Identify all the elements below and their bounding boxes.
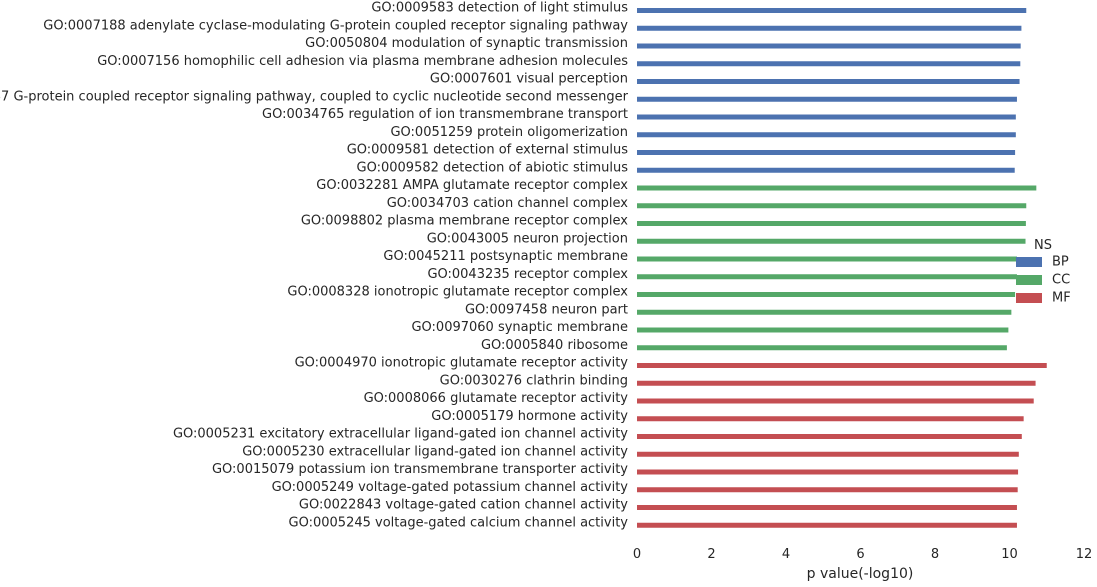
bar-cc-18 (637, 327, 1009, 333)
x-tick-label-5: 10 (1001, 547, 1018, 562)
category-label-22: GO:0008066 glutamate receptor activity (364, 391, 629, 406)
category-label-5: GO:0007187 G-protein coupled receptor si… (0, 89, 629, 104)
category-label-23: GO:0005179 hormone activity (431, 409, 628, 424)
bar-cc-10 (637, 185, 1037, 191)
category-label-19: GO:0005840 ribosome (481, 338, 628, 353)
category-label-2: GO:0050804 modulation of synaptic transm… (305, 36, 628, 51)
x-tick-labels-group: 0 2 4 6 8 10 12 (633, 547, 1092, 562)
bar-cc-16 (637, 292, 1016, 297)
bar-bp-1 (637, 25, 1022, 31)
bar-bp-9 (637, 167, 1015, 173)
category-label-10: GO:0032281 AMPA glutamate receptor compl… (316, 178, 628, 193)
legend-swatch-cc (1016, 275, 1042, 285)
legend: NS BP CC MF (1016, 238, 1071, 306)
category-label-20: GO:0004970 ionotropic glutamate receptor… (295, 356, 629, 371)
x-tick-label-3: 6 (856, 547, 864, 562)
x-axis-label: p value(-log10) (807, 566, 914, 582)
bar-mf-25 (637, 451, 1019, 457)
bar-bp-7 (637, 132, 1016, 138)
bar-bp-6 (637, 114, 1016, 120)
category-label-12: GO:0098802 plasma membrane receptor comp… (301, 214, 628, 229)
bar-mf-26 (637, 469, 1019, 475)
legend-entries-group: BP CC MF (1016, 255, 1071, 306)
bar-bp-0 (637, 8, 1027, 13)
category-label-6: GO:0034765 regulation of ion transmembra… (262, 107, 628, 122)
bar-bp-8 (637, 150, 1016, 155)
legend-label-bp: BP (1052, 255, 1069, 270)
category-label-3: GO:0007156 homophilic cell adhesion via … (97, 54, 628, 69)
category-label-0: GO:0009583 detection of light stimulus (371, 1, 628, 16)
legend-swatch-bp (1016, 257, 1042, 267)
bars-group (637, 8, 1047, 528)
bar-mf-29 (637, 522, 1017, 528)
legend-label-mf: MF (1052, 291, 1071, 306)
category-label-4: GO:0007601 visual perception (430, 72, 628, 87)
category-label-21: GO:0030276 clathrin binding (440, 373, 628, 388)
bar-cc-11 (637, 203, 1027, 209)
x-tick-label-1: 2 (707, 547, 715, 562)
bar-bp-3 (637, 61, 1021, 67)
category-label-8: GO:0009581 detection of external stimulu… (347, 143, 629, 158)
category-label-15: GO:0043235 receptor complex (427, 267, 628, 282)
bar-mf-27 (637, 487, 1018, 493)
category-label-11: GO:0034703 cation channel complex (387, 196, 629, 211)
bar-mf-21 (637, 380, 1036, 386)
bar-mf-23 (637, 416, 1024, 422)
category-label-18: GO:0097060 synaptic membrane (411, 320, 628, 335)
bar-bp-4 (637, 79, 1020, 84)
category-label-7: GO:0051259 protein oligomerization (390, 125, 628, 140)
category-label-14: GO:0045211 postsynaptic membrane (383, 249, 628, 264)
bar-bp-5 (637, 96, 1017, 102)
bar-mf-20 (637, 363, 1047, 368)
bar-bp-2 (637, 43, 1021, 49)
bar-cc-13 (637, 238, 1026, 244)
bar-cc-14 (637, 256, 1017, 262)
category-label-28: GO:0022843 voltage-gated cation channel … (299, 498, 628, 513)
bar-mf-28 (637, 505, 1017, 510)
bar-cc-19 (637, 345, 1007, 351)
x-tick-label-4: 8 (931, 547, 939, 562)
category-label-9: GO:0009582 detection of abiotic stimulus (357, 160, 629, 175)
category-label-13: GO:0043005 neuron projection (427, 231, 628, 246)
category-label-29: GO:0005245 voltage-gated calcium channel… (289, 515, 629, 530)
bar-mf-24 (637, 434, 1022, 439)
bar-cc-12 (637, 221, 1026, 226)
legend-label-cc: CC (1052, 273, 1070, 288)
category-label-1: GO:0007188 adenylate cyclase-modulating … (43, 18, 628, 33)
x-tick-label-6: 12 (1076, 547, 1093, 562)
bar-cc-15 (637, 274, 1017, 280)
bar-mf-22 (637, 398, 1034, 404)
category-label-17: GO:0097458 neuron part (465, 302, 628, 317)
legend-title: NS (1034, 238, 1052, 253)
category-label-27: GO:0005249 voltage-gated potassium chann… (272, 480, 629, 495)
category-label-16: GO:0008328 ionotropic glutamate receptor… (287, 285, 628, 300)
category-label-25: GO:0005230 extracellular ligand-gated io… (242, 444, 628, 459)
category-labels-group: GO:0009583 detection of light stimulus GO… (0, 1, 629, 531)
x-tick-label-0: 0 (633, 547, 641, 562)
category-label-24: GO:0005231 excitatory extracellular liga… (173, 427, 628, 442)
category-label-26: GO:0015079 potassium ion transmembrane t… (212, 462, 628, 477)
x-tick-label-2: 4 (782, 547, 790, 562)
legend-swatch-mf (1016, 293, 1042, 303)
bar-cc-17 (637, 309, 1012, 315)
